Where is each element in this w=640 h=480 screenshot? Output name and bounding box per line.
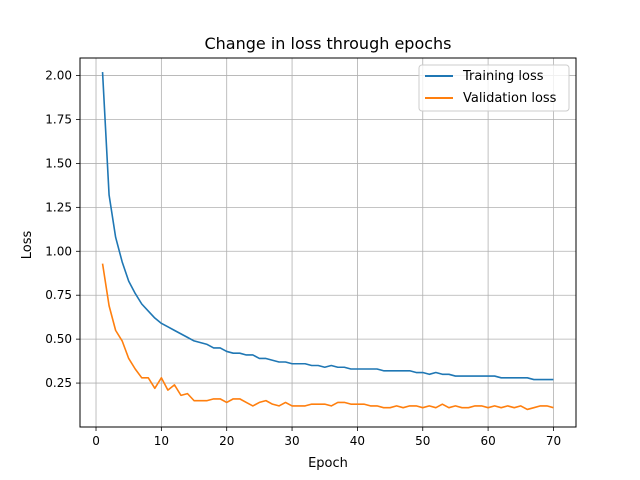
series-lines [101, 72, 554, 411]
series-line-validation-loss [101, 263, 554, 411]
x-tick-label: 10 [154, 434, 169, 448]
y-tick-label: 0.50 [45, 332, 72, 346]
y-tick-label: 1.50 [45, 156, 72, 170]
legend-label-training-loss: Training loss [462, 69, 544, 84]
legend-box [418, 64, 570, 112]
y-axis-label: Loss [20, 231, 35, 260]
y-tick-label: 0.25 [45, 376, 72, 390]
x-axis-label: Epoch [308, 456, 348, 471]
legend: Training loss Validation loss [418, 64, 570, 112]
x-tick-label: 70 [546, 434, 561, 448]
axis-ticks: 0 10 20 30 40 50 60 70 0.25 0.50 0.75 1.00 1.25 1.50 1… [45, 69, 561, 448]
chart-title: Change in loss through epochs [204, 34, 451, 53]
y-tick-label: 0.75 [45, 288, 72, 302]
y-tick-label: 1.25 [45, 200, 72, 214]
grid-lines [80, 58, 576, 427]
y-tick-label: 1.00 [45, 244, 72, 258]
x-tick-label: 40 [350, 434, 365, 448]
legend-label-validation-loss: Validation loss [463, 91, 557, 106]
x-tick-label: 50 [415, 434, 430, 448]
x-tick-label: 20 [219, 434, 234, 448]
x-tick-label: 0 [92, 434, 100, 448]
plot-frame [79, 57, 577, 428]
series-line-training-loss [101, 72, 554, 381]
y-tick-label: 2.00 [45, 69, 72, 83]
x-tick-label: 60 [480, 434, 495, 448]
y-tick-label: 1.75 [45, 113, 72, 127]
x-tick-label: 30 [284, 434, 299, 448]
